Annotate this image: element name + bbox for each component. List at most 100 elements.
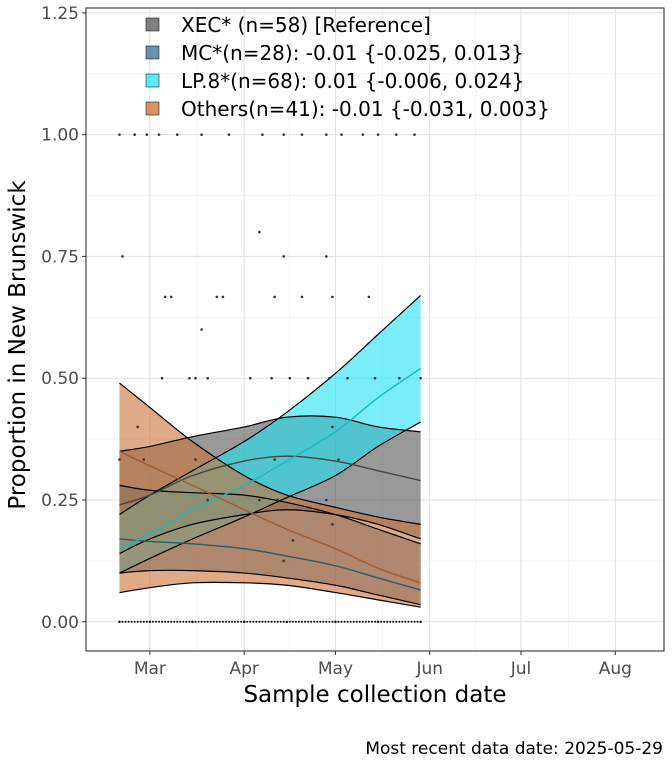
- observation-point: [398, 376, 401, 380]
- observation-point-zero: [249, 620, 252, 623]
- observation-point-zero: [164, 620, 167, 623]
- observation-point-zero: [279, 620, 282, 623]
- observation-point-zero: [139, 620, 142, 623]
- observation-point-zero: [285, 620, 288, 623]
- observation-point-zero: [398, 620, 401, 623]
- y-tick-label: 1.25: [41, 4, 79, 24]
- observation-point-zero: [367, 620, 370, 623]
- observation-point-zero: [158, 620, 161, 623]
- observation-point-zero: [203, 620, 206, 623]
- observation-point: [376, 133, 380, 136]
- x-tick-label: Mar: [134, 659, 166, 679]
- band-lower-edge-series-3: [119, 421, 421, 574]
- fit-line-series-4: [119, 450, 421, 584]
- observation-point: [273, 295, 276, 299]
- observation-point: [145, 133, 149, 136]
- observation-point: [200, 133, 203, 136]
- observation-point-zero: [404, 620, 407, 623]
- observation-point: [291, 539, 295, 542]
- observation-point-zero: [297, 620, 300, 623]
- observation-point: [188, 376, 191, 380]
- observation-point-zero: [206, 620, 209, 623]
- observation-point-zero: [325, 620, 328, 623]
- observation-point-zero: [383, 620, 386, 623]
- observation-point-zero: [161, 620, 164, 623]
- observation-point: [258, 498, 261, 502]
- observation-point: [169, 295, 173, 299]
- observation-point-zero: [349, 620, 352, 623]
- observation-point: [276, 498, 279, 502]
- observation-point-zero: [334, 620, 337, 623]
- observation-point-zero: [316, 620, 319, 623]
- observation-point-zero: [243, 620, 246, 623]
- observation-point-zero: [151, 620, 154, 623]
- band-upper-edge-series-2: [119, 484, 421, 545]
- observation-point-zero: [392, 620, 395, 623]
- observation-point: [273, 458, 276, 461]
- observation-point-zero: [346, 620, 349, 623]
- band-upper-edge-series-1: [119, 415, 421, 452]
- observation-point-zero: [215, 620, 218, 623]
- observation-point: [373, 376, 377, 380]
- observation-point: [413, 133, 416, 136]
- observation-point-zero: [130, 620, 133, 623]
- observation-point-zero: [237, 620, 240, 623]
- observation-point-zero: [270, 620, 273, 623]
- observation-point: [300, 295, 304, 299]
- observation-point-zero: [395, 620, 398, 623]
- observation-point-zero: [319, 620, 322, 623]
- observation-point: [282, 133, 286, 136]
- observation-point-zero: [188, 620, 191, 623]
- observation-point: [200, 328, 203, 331]
- legend-swatch: [145, 45, 160, 60]
- band-upper-edge-series-4: [119, 382, 421, 525]
- observation-point-zero: [407, 620, 410, 623]
- observation-point: [142, 458, 146, 461]
- y-tick-label: 0.25: [41, 491, 79, 511]
- band-lower-edge-series-1: [119, 509, 421, 555]
- observation-point-zero: [410, 620, 413, 623]
- observation-point-zero: [313, 620, 316, 623]
- observation-point-zero: [154, 620, 157, 623]
- observation-point: [160, 376, 164, 380]
- legend-label: Others(n=41): -0.01 {-0.031, 0.003}: [181, 97, 550, 121]
- observation-point-zero: [218, 620, 221, 623]
- observation-point: [248, 376, 252, 380]
- observation-point: [136, 425, 140, 429]
- observation-point-zero: [148, 620, 151, 623]
- observation-point: [206, 376, 209, 380]
- observation-point: [157, 133, 161, 136]
- observation-point: [328, 376, 331, 380]
- observation-point-zero: [212, 620, 215, 623]
- observation-point-zero: [240, 620, 243, 623]
- observation-point-zero: [121, 620, 124, 623]
- observation-point-zero: [361, 620, 364, 623]
- observation-point: [282, 255, 286, 258]
- observation-point: [215, 295, 219, 299]
- observation-point-zero: [264, 620, 267, 623]
- observation-point: [337, 458, 340, 461]
- observation-point-zero: [419, 620, 422, 623]
- fit-line-series-2: [119, 538, 421, 591]
- observation-point: [361, 133, 365, 136]
- observation-point-zero: [191, 620, 194, 623]
- observation-point-zero: [352, 620, 355, 623]
- observation-point-zero: [167, 620, 170, 623]
- y-tick-label: 0.75: [41, 247, 79, 267]
- observation-point-zero: [355, 620, 358, 623]
- observation-point-zero: [124, 620, 127, 623]
- observation-point: [306, 376, 310, 380]
- legend-swatch: [145, 73, 160, 88]
- observation-point-zero: [261, 620, 264, 623]
- observation-point: [331, 295, 334, 299]
- fit-line-series-1: [119, 455, 421, 506]
- observation-point-zero: [328, 620, 331, 623]
- observation-point-zero: [200, 620, 203, 623]
- plot-panel-border: [85, 7, 665, 652]
- x-axis-title: Sample collection date: [243, 682, 506, 708]
- legend-label: XEC* (n=58) [Reference]: [181, 13, 431, 37]
- observation-point-zero: [294, 620, 297, 623]
- observation-point-zero: [179, 620, 182, 623]
- observation-point-zero: [416, 620, 419, 623]
